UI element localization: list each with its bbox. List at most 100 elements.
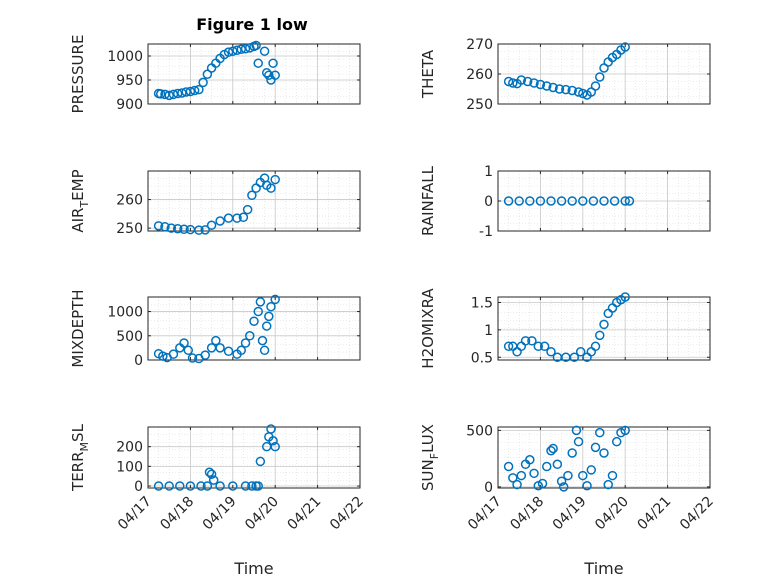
data-point (573, 87, 584, 97)
data-point (603, 479, 613, 490)
data-point (575, 347, 586, 357)
y-tick-label: 1000 (107, 305, 143, 321)
y-axis-label: SUNFLUX (419, 424, 441, 491)
data-point (206, 469, 217, 479)
data-point (556, 476, 567, 486)
data-point (189, 85, 200, 96)
data-point (270, 441, 280, 452)
data-point (567, 85, 577, 96)
data-point (164, 90, 174, 101)
y-tick-label: 0.5 (471, 350, 493, 366)
y-tick-label: 950 (116, 73, 143, 89)
data-point (185, 86, 196, 97)
data-point (253, 481, 263, 491)
data-point (196, 481, 206, 491)
y-tick-label: 900 (116, 97, 143, 113)
data-point (215, 216, 225, 226)
data-point (529, 78, 539, 88)
data-point (512, 479, 522, 490)
y-tick-label: 0 (134, 479, 143, 495)
data-point (245, 43, 255, 53)
data-point (503, 341, 514, 352)
y-tick-label: 1 (484, 323, 493, 339)
data-point (595, 330, 605, 341)
data-point (514, 196, 524, 206)
data-point (223, 346, 234, 357)
data-point (552, 459, 563, 470)
data-point (153, 221, 164, 231)
y-tick-label: 500 (116, 329, 143, 345)
data-point (548, 443, 558, 454)
data-point (578, 470, 588, 481)
data-point (563, 470, 573, 481)
data-point (264, 70, 274, 80)
x-tick-label: 04/17 (465, 494, 505, 534)
data-point (535, 79, 546, 90)
y-axis-label: H2OMIXRA (419, 288, 437, 369)
y-tick-label: -1 (479, 224, 493, 240)
data-point (187, 353, 198, 363)
data-point (166, 223, 177, 233)
data-point (264, 311, 274, 322)
data-point (525, 196, 535, 206)
subplot-pressure: 900 950 1000 PRESSURE (69, 35, 361, 113)
data-point (624, 196, 635, 206)
data-point (200, 350, 210, 360)
data-point (172, 223, 183, 234)
data-point (270, 174, 280, 185)
data-point (245, 331, 255, 341)
data-point (175, 481, 185, 491)
y-tick-label: 1.5 (471, 295, 493, 311)
y-tick-label: 260 (466, 67, 493, 83)
data-point (240, 338, 251, 348)
x-tick-label: 04/18 (507, 494, 547, 534)
y-tick-label: 500 (466, 423, 493, 439)
x-tick-label: 04/22 (677, 494, 717, 534)
axes-box (497, 296, 711, 361)
y-tick-label: 250 (466, 97, 493, 113)
y-axis-label: AIRTEMP (69, 169, 91, 232)
x-tick-label: 04/21 (635, 494, 675, 534)
data-point (508, 473, 518, 483)
data-point (529, 468, 539, 479)
y-tick-label: 0 (134, 353, 143, 369)
y-axis-label: THETA (419, 49, 437, 99)
data-point (573, 436, 584, 447)
data-point (546, 347, 556, 357)
data-point (249, 316, 259, 326)
data-point (546, 196, 556, 206)
data-point (240, 481, 251, 491)
subplot-mixdepth: 0 500 1000 MIXDEPTH (69, 289, 361, 369)
data-point (270, 70, 280, 80)
data-point (183, 345, 194, 356)
x-tick-label: 04/19 (200, 494, 240, 534)
data-point (253, 58, 263, 68)
data-point (595, 427, 605, 438)
data-point (525, 455, 535, 465)
data-point (266, 424, 276, 434)
y-tick-label: 100 (116, 459, 143, 475)
data-point (255, 456, 266, 467)
y-axis-label: RAINFALL (419, 165, 437, 236)
data-point (208, 475, 219, 485)
data-point (206, 220, 217, 231)
data-point (508, 78, 518, 88)
axes-box (147, 296, 361, 361)
data-point (266, 301, 276, 312)
data-point (516, 75, 527, 85)
y-axis-label: TERRMSL (69, 423, 91, 492)
data-point (620, 196, 630, 206)
x-tick-label: 04/18 (157, 494, 197, 534)
data-point (185, 481, 196, 491)
data-point (554, 84, 565, 94)
data-point (590, 341, 601, 352)
data-point (236, 345, 247, 356)
subplot-h2omixra: 0.5 1 1.5 H2OMIXRA (419, 288, 711, 369)
data-point (516, 470, 527, 481)
data-point (211, 335, 221, 346)
figure-title: Figure 1 low (196, 15, 308, 34)
data-point (548, 82, 558, 93)
data-point (153, 481, 164, 491)
data-point (567, 196, 577, 206)
